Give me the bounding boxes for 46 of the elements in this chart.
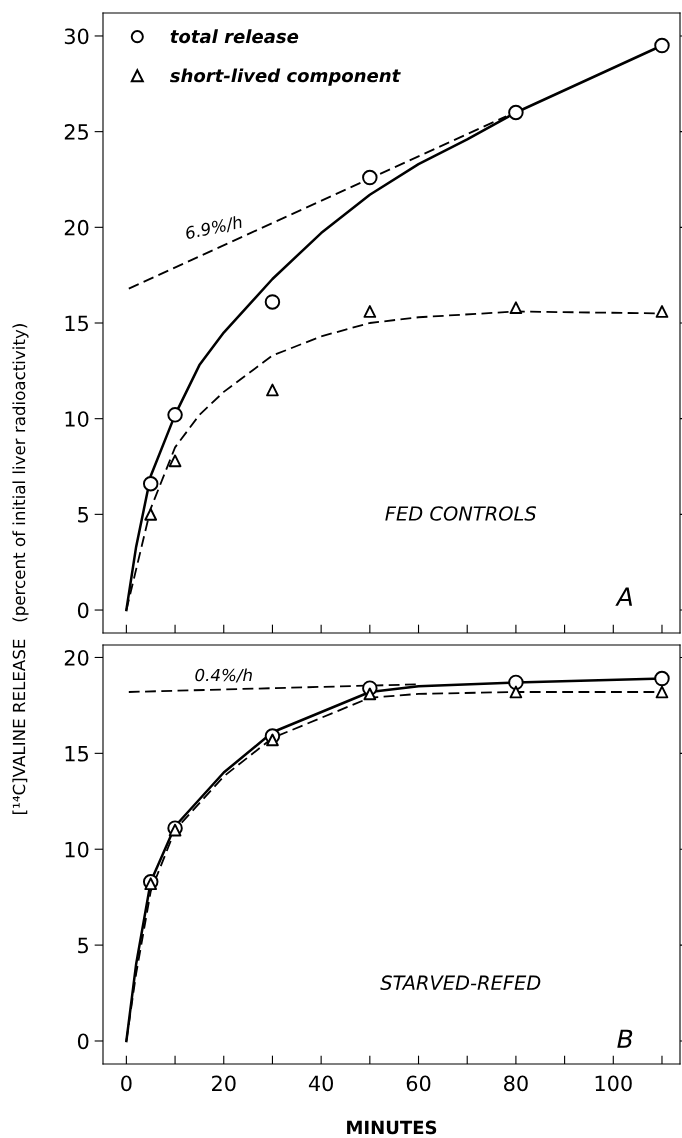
y-axis-title: [¹⁴C]VALINE RELEASE (percent of initial liver radioactivity) (12, 324, 29, 814)
point (142, 476, 159, 492)
point (168, 454, 182, 468)
y-tick-label: 15 (65, 315, 88, 332)
x-tick-label: 40 (308, 1075, 334, 1092)
point (363, 305, 377, 318)
y-tick-label: 5 (78, 937, 88, 954)
annotation: 0.4%/h (195, 668, 252, 683)
annotation: FED CONTROLS (385, 506, 537, 521)
legend-label: short-lived component (169, 68, 401, 86)
legend-label: total release (170, 29, 299, 44)
annotation: STARVED-REFED (380, 975, 541, 991)
y-tick-label: 5 (78, 507, 88, 523)
x-axis-title: MINUTES (347, 1120, 437, 1135)
y-tick-label: 15 (65, 746, 88, 762)
point (362, 169, 378, 186)
y-tick-label: 25 (64, 124, 88, 140)
y-tick-label: 10 (65, 841, 89, 858)
point (144, 508, 158, 521)
point (655, 305, 669, 318)
point (508, 104, 524, 121)
annotation: A (615, 587, 633, 606)
y-tick-label: 0 (77, 602, 89, 619)
x-tick-label: 100 (595, 1075, 632, 1092)
point (266, 733, 279, 747)
y-tick-label: 10 (65, 411, 89, 427)
annotation: B (617, 1029, 633, 1048)
annotation: 6.9%/h (184, 215, 243, 241)
point (266, 383, 279, 397)
point (509, 301, 523, 315)
point (167, 407, 183, 423)
point (509, 685, 523, 699)
y-tick-label: 30 (64, 28, 89, 45)
x-tick-label: 80 (504, 1075, 528, 1092)
x-tick-label: 20 (212, 1075, 236, 1092)
x-tick-label: 0 (121, 1075, 132, 1092)
point (654, 670, 670, 687)
point (655, 685, 669, 699)
point (264, 294, 281, 310)
x-tick-label: 60 (406, 1075, 431, 1092)
point (363, 687, 377, 701)
y-tick-label: 20 (64, 649, 89, 666)
y-tick-label: 0 (77, 1033, 89, 1050)
point (508, 674, 524, 691)
y-tick-label: 20 (64, 219, 89, 236)
point (654, 37, 670, 54)
